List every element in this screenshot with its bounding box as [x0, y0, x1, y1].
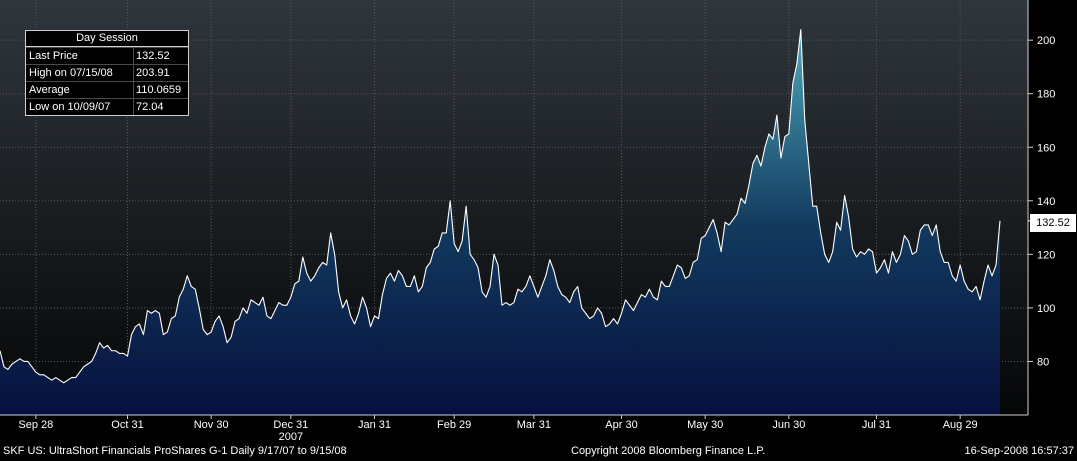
legend-value: 72.04 [133, 99, 164, 115]
y-tick-label: 120 [1037, 249, 1055, 261]
x-tick-label: Oct 31 [111, 419, 143, 431]
x-tick-label: Apr 30 [605, 419, 637, 431]
x-tick-label: Dec 31 [273, 419, 308, 431]
legend-value: 132.52 [133, 48, 170, 64]
x-tick-label: Mar 31 [517, 419, 551, 431]
x-tick-label: Jan 31 [358, 419, 391, 431]
series-layer [0, 29, 1001, 415]
x-tick-label: Jun 30 [772, 419, 805, 431]
legend-value: 203.91 [133, 65, 170, 81]
x-tick-label: Feb 29 [437, 419, 471, 431]
y-tick-label: 200 [1037, 35, 1055, 47]
legend-title: Day Session [26, 31, 188, 47]
price-area [0, 29, 1000, 415]
y-tick-label: 100 [1037, 303, 1055, 315]
legend-label: High on 07/15/08 [29, 67, 113, 79]
x-tick-label: Sep 28 [18, 419, 53, 431]
footer-bar: SKF US: UltraShort Financials ProShares … [0, 443, 1077, 461]
x-tick-sublabel: 2007 [279, 431, 303, 443]
footer-security-info: SKF US: UltraShort Financials ProShares … [3, 445, 347, 457]
price-line [0, 29, 1001, 384]
legend-value: 110.0659 [133, 82, 181, 98]
legend-label: Last Price [29, 50, 78, 62]
x-tick-label: Jul 31 [862, 419, 891, 431]
x-tick-label: Nov 30 [194, 419, 229, 431]
legend-label: Average [29, 84, 70, 96]
legend-box: Day Session Last Price 132.52 High on 07… [25, 30, 189, 116]
legend-label: Low on 10/09/07 [29, 101, 111, 113]
y-tick-label: 180 [1037, 89, 1055, 101]
legend-row-low: Low on 10/09/07 72.04 [26, 98, 188, 115]
legend-row-average: Average 110.0659 [26, 81, 188, 98]
y-tick-label: 140 [1037, 196, 1055, 208]
axes: 80 100 120 140 160 180 200 Sep 28 Oct 31 Nov 30 De… [0, 0, 1055, 443]
x-tick-label: Aug 29 [943, 419, 978, 431]
legend-row-last-price: Last Price 132.52 [26, 47, 188, 64]
last-price-tag: 132.52 [1030, 214, 1076, 232]
footer-copyright: Copyright 2008 Bloomberg Finance L.P. [571, 445, 766, 457]
x-tick-label: May 30 [687, 419, 723, 431]
legend-row-high: High on 07/15/08 203.91 [26, 64, 188, 81]
footer-timestamp: 16-Sep-2008 16:57:37 [964, 445, 1074, 457]
y-tick-label: 80 [1037, 356, 1049, 368]
y-tick-label: 160 [1037, 142, 1055, 154]
